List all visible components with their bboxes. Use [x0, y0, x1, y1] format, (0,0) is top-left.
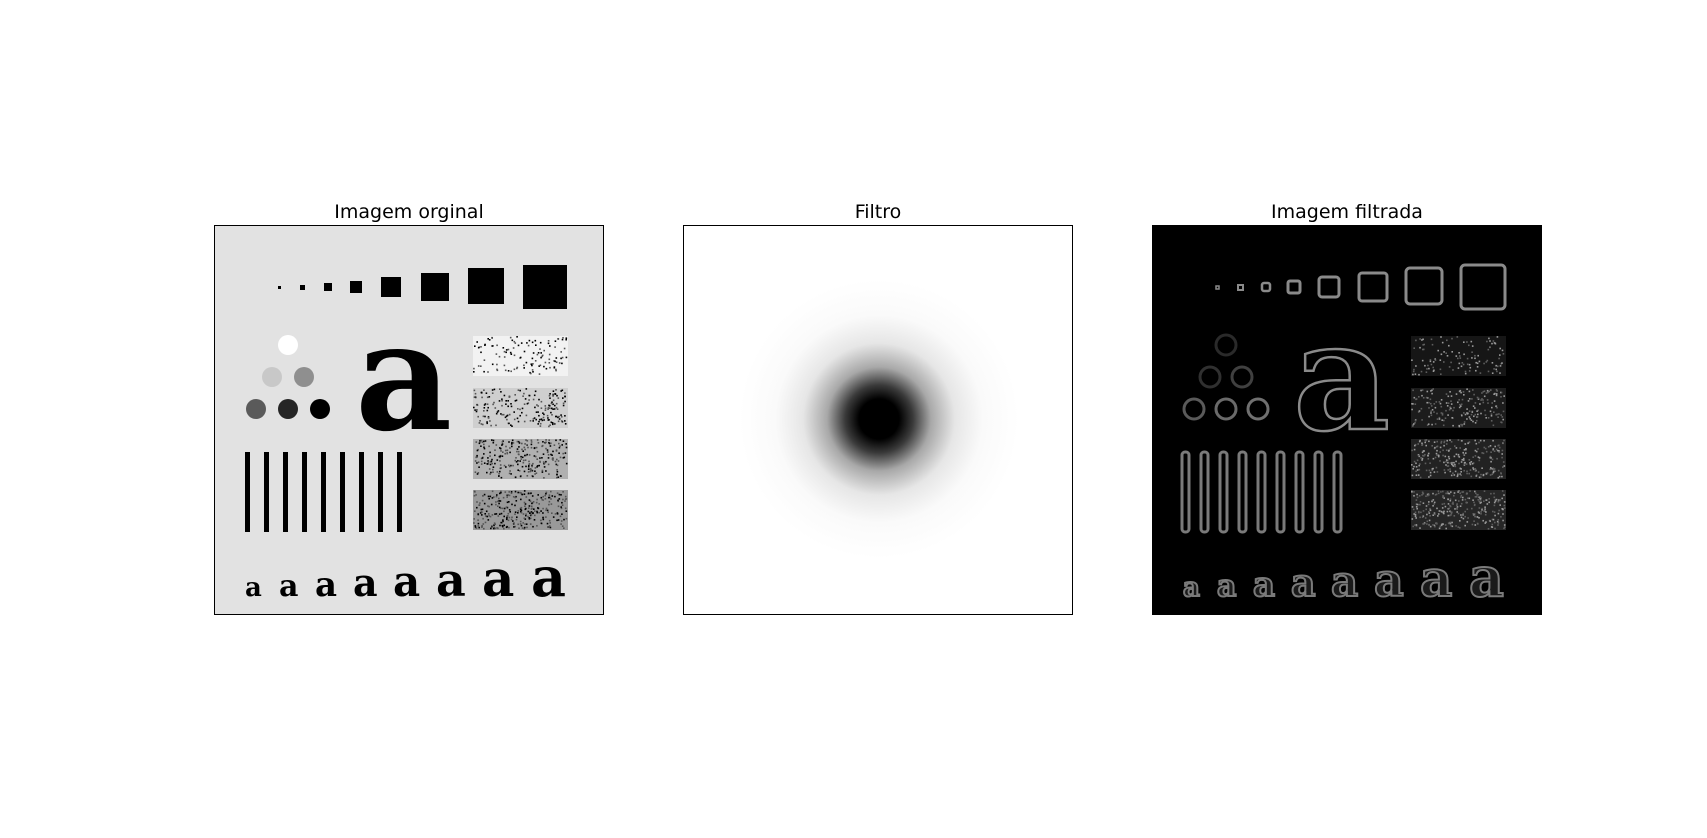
svg-text:a: a: [1291, 560, 1316, 605]
filtered-big-letter: a: [1293, 289, 1390, 465]
svg-text:a: a: [1183, 573, 1200, 603]
original-noise-dots: [473, 336, 568, 530]
svg-text:a: a: [279, 569, 298, 604]
original-circles: [246, 335, 330, 419]
svg-text:a: a: [436, 553, 466, 607]
svg-text:a: a: [1217, 569, 1236, 604]
filter-panel: [683, 225, 1073, 615]
panel-title-filter: Filtro: [854, 201, 902, 223]
panel-title-filtered: Imagem filtrada: [1271, 201, 1423, 223]
filtered-image-panel: a a a a a: [1152, 225, 1542, 615]
svg-text:a: a: [393, 557, 420, 606]
filtered-image: a a a a a: [1153, 226, 1541, 614]
svg-text:a: a: [245, 573, 262, 603]
svg-text:a: a: [531, 545, 566, 609]
filtered-letter-row: a a a a a a a a: [1182, 544, 1505, 610]
original-image: a a: [215, 226, 603, 614]
filtered-bars: [1180, 450, 1343, 534]
original-bars: [245, 452, 402, 532]
filtered-noise-dots: [1411, 336, 1506, 530]
filtered-circles: [1182, 333, 1270, 421]
original-letter-row: a a a a a a a a: [245, 545, 566, 609]
filter-dark-center: [684, 226, 1072, 614]
original-image-panel: a a: [214, 225, 604, 615]
original-squares: [278, 265, 567, 309]
svg-text:a: a: [1331, 557, 1358, 606]
svg-text:a: a: [1374, 553, 1404, 607]
svg-text:a: a: [315, 565, 337, 605]
svg-text:a: a: [353, 560, 378, 605]
original-big-letter: a: [355, 289, 452, 465]
filtered-squares: [1215, 263, 1507, 311]
svg-text:a: a: [1420, 549, 1452, 608]
svg-text:a: a: [482, 549, 514, 608]
svg-text:a: a: [1253, 565, 1275, 605]
panel-title-original: Imagem orginal: [334, 201, 484, 223]
filter-image: [684, 226, 1072, 614]
svg-text:a: a: [1469, 545, 1504, 609]
